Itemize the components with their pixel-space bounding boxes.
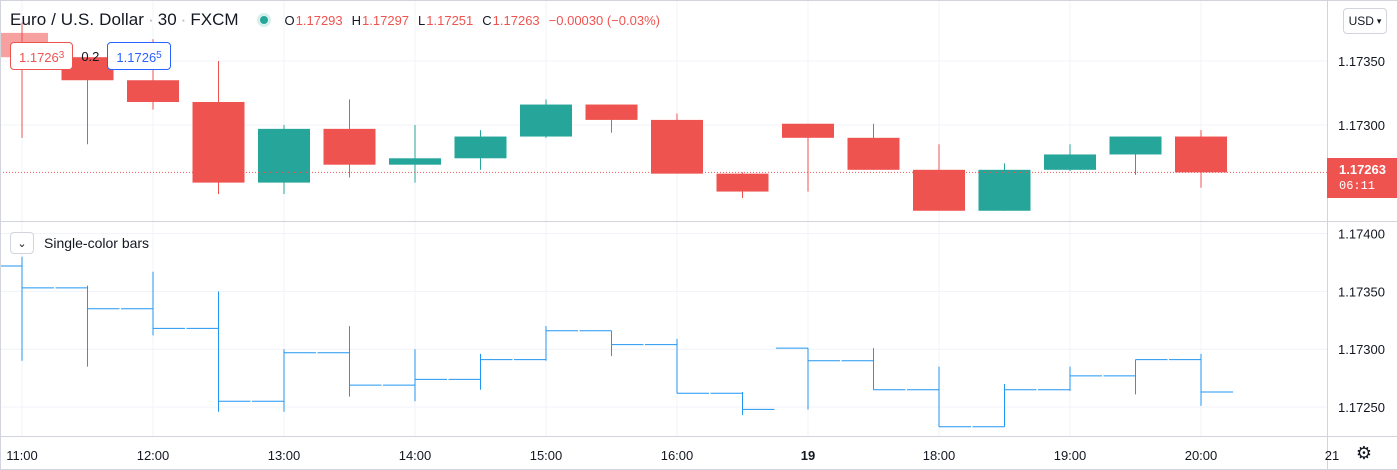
legend-separator: · [180,10,187,29]
open-label: O [284,12,295,28]
exchange-label: FXCM [190,10,239,29]
grid-lines [0,0,1327,436]
open-value: 1.17293 [295,12,343,28]
ohlc-values: O1.17293 H1.17297 L1.17251 C1.17263 −0.0… [285,13,660,28]
candle-body [651,119,703,174]
last-price-value: 1.17263 [1339,162,1386,177]
indicator-tick-label: 1.17400 [1338,227,1385,242]
sell-price-pip: 3 [58,50,65,61]
candle-body [127,80,179,102]
time-tick-label: 13:00 [268,448,301,463]
time-tick-label: 12:00 [137,448,170,463]
indicator-tick-label: 1.17300 [1338,342,1385,357]
price-tick-label: 1.17350 [1338,54,1385,69]
candlestick-series [0,22,1327,211]
time-tick-label: 19:00 [1054,448,1087,463]
candle-body [1109,136,1162,155]
legend-separator: · [148,10,154,29]
interval-label[interactable]: 30 [157,10,177,29]
close-label: C [482,12,492,28]
high-label: H [351,12,362,28]
indicator-name[interactable]: Single-color bars [44,235,150,251]
market-open-icon [256,13,271,27]
quote-row: 1.17263 0.2 1.17265 [10,42,171,70]
time-tick-label: 21 [1325,448,1339,463]
time-tick-label: 14:00 [399,448,432,463]
price-tick-label: 1.17300 [1338,118,1385,133]
last-price-tag: 1.17263 06:11 [1327,158,1397,198]
time-tick-label: 11:00 [6,448,38,463]
time-tick-label: 16:00 [661,448,694,463]
time-tick-label: 15:00 [530,448,563,463]
indicator-legend: ⌄ Single-color bars [10,232,149,254]
candle-body [454,136,507,159]
candle-body [192,101,245,183]
gear-icon[interactable]: ⚙ [1355,443,1373,463]
candle-body [782,123,834,138]
time-tick-label: 19 [801,448,815,463]
buy-price: 1.1726 [116,50,157,65]
symbol-name[interactable]: Euro / U.S. Dollar [10,10,145,29]
indicator-tick-label: 1.17350 [1338,284,1385,299]
candle-body [913,169,965,211]
buy-price-pip: 5 [156,50,162,61]
time-tick-label: 20:00 [1185,448,1218,463]
spread-value: 0.2 [81,48,100,64]
candle-body [716,173,769,192]
single-color-bars-series [0,256,1233,428]
candle-body [1044,154,1096,170]
symbol-legend[interactable]: Euro / U.S. Dollar · 30 · FXCM O1.17293 … [10,10,660,30]
close-value: 1.17263 [492,12,540,28]
sell-price: 1.1726 [19,50,59,65]
candle-body [1175,136,1227,173]
candle-body [978,169,1031,211]
low-label: L [418,12,426,28]
currency-label: USD [1348,14,1374,28]
sell-button[interactable]: 1.17263 [10,42,74,70]
candle-body [61,57,114,81]
buy-button[interactable]: 1.17265 [107,42,171,70]
low-value: 1.17251 [426,12,474,28]
candle-body [323,128,376,165]
change-value: −0.00030 (−0.03%) [548,12,660,28]
collapse-legend-button[interactable]: ⌄ [10,232,34,254]
time-tick-label: 18:00 [923,448,956,463]
chevron-down-icon: ⌄ [17,237,27,250]
currency-select[interactable]: USD ▾ [1343,8,1387,34]
high-value: 1.17297 [362,12,410,28]
chevron-down-icon: ▾ [1376,15,1382,26]
candle-body [585,104,638,120]
candle-body [520,104,572,137]
candle-body [847,137,900,170]
indicator-tick-label: 1.17250 [1338,400,1385,415]
candle-body [389,158,441,165]
bar-countdown: 06:11 [1339,179,1376,193]
candle-body [258,128,310,183]
